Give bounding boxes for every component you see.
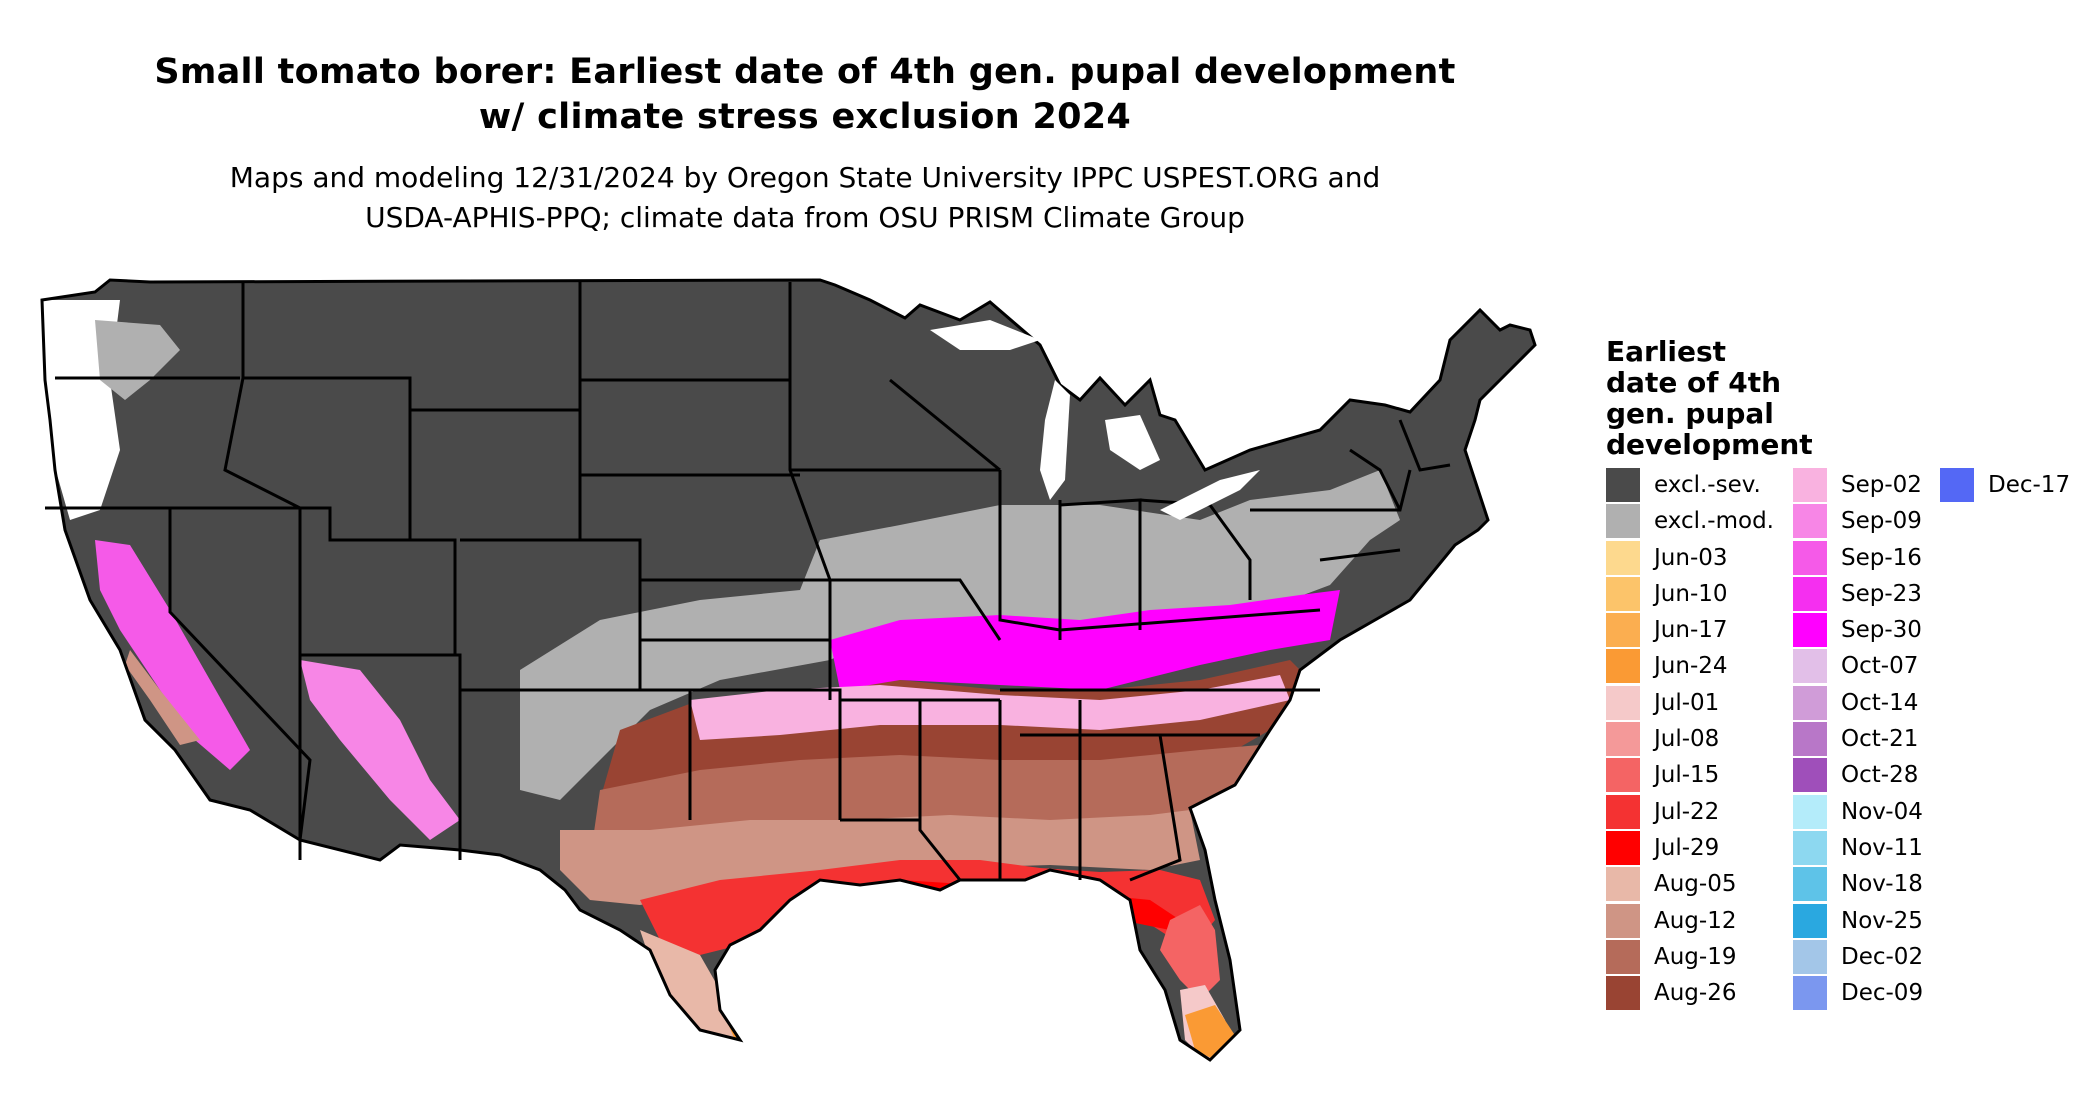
map-fill-layer bbox=[42, 280, 1535, 1060]
zone-aug-12-ca bbox=[125, 650, 200, 745]
great-lakes bbox=[930, 320, 1260, 520]
legend-swatch bbox=[1793, 540, 1827, 575]
legend-label: Jun-10 bbox=[1654, 580, 1728, 607]
lake-superior bbox=[930, 320, 1040, 350]
map-title: Small tomato borer: Earliest date of 4th… bbox=[40, 50, 1570, 140]
legend-swatch bbox=[1606, 867, 1640, 902]
legend-swatch bbox=[1606, 576, 1640, 611]
legend-label: excl.-sev. bbox=[1654, 472, 1761, 498]
legend-label: Jun-17 bbox=[1654, 617, 1728, 644]
zone-aug-05-tx bbox=[640, 930, 740, 1040]
legend-label: Oct-07 bbox=[1841, 653, 1919, 680]
legend-swatch bbox=[1606, 758, 1640, 793]
legend-label: Jul-29 bbox=[1654, 834, 1720, 861]
legend-swatch bbox=[1606, 540, 1640, 575]
legend-label: excl.-mod. bbox=[1654, 508, 1774, 535]
lake-huron bbox=[1105, 415, 1160, 470]
title-line-2: w/ climate stress exclusion 2024 bbox=[478, 97, 1132, 137]
legend-label: Nov-04 bbox=[1841, 798, 1923, 825]
map-subtitle: Maps and modeling 12/31/2024 by Oregon S… bbox=[40, 158, 1570, 238]
legend-label: Nov-25 bbox=[1841, 907, 1923, 934]
legend-label: Aug-12 bbox=[1654, 907, 1737, 934]
state-borders bbox=[40, 278, 1537, 1062]
legend-swatch bbox=[1793, 939, 1827, 974]
legend-swatch bbox=[1606, 722, 1640, 757]
legend-swatch bbox=[1606, 649, 1640, 684]
legend-title-line: gen. pupal bbox=[1606, 397, 1774, 430]
legend-label: Dec-02 bbox=[1841, 943, 1924, 970]
zone-excl-sev bbox=[42, 280, 1535, 1060]
zone-jul-15-fl bbox=[1160, 905, 1220, 1000]
legend-label: Nov-18 bbox=[1841, 871, 1923, 898]
legend-swatch bbox=[1606, 903, 1640, 938]
legend-label: Jun-03 bbox=[1654, 544, 1728, 571]
legend-swatch bbox=[1793, 685, 1827, 720]
legend-label: Jul-15 bbox=[1654, 762, 1720, 789]
legend-label: Sep-16 bbox=[1841, 544, 1922, 571]
legend-label: Sep-02 bbox=[1841, 472, 1922, 498]
zone-sep-16-ca bbox=[95, 540, 250, 770]
legend-label: Oct-14 bbox=[1841, 689, 1919, 716]
legend-swatch bbox=[1793, 976, 1827, 1011]
legend-label: Aug-26 bbox=[1654, 980, 1737, 1007]
legend-swatch bbox=[1793, 867, 1827, 902]
legend-label: Oct-21 bbox=[1841, 726, 1919, 753]
legend-title-line: Earliest bbox=[1606, 335, 1727, 368]
legend-swatch bbox=[1606, 504, 1640, 539]
legend-title: Earliest date of 4th gen. pupal developm… bbox=[1606, 336, 1813, 460]
legend-swatch bbox=[1793, 649, 1827, 684]
legend-label: Dec-09 bbox=[1841, 980, 1924, 1007]
subtitle-line-2: USDA-APHIS-PPQ; climate data from OSU PR… bbox=[365, 201, 1245, 234]
legend-title-line: development bbox=[1606, 428, 1813, 461]
legend-swatch bbox=[1606, 976, 1640, 1011]
legend-label: Sep-09 bbox=[1841, 508, 1922, 535]
lake-michigan bbox=[1040, 380, 1070, 500]
legend-label: Dec-17 bbox=[1988, 472, 2071, 498]
legend-label: Jul-08 bbox=[1654, 726, 1720, 753]
legend-label: Sep-23 bbox=[1841, 580, 1922, 607]
legend-label: Jul-22 bbox=[1654, 798, 1720, 825]
legend-swatch bbox=[1606, 794, 1640, 829]
legend-label: Aug-19 bbox=[1654, 943, 1737, 970]
legend-label: Aug-05 bbox=[1654, 871, 1737, 898]
legend-swatch bbox=[1606, 685, 1640, 720]
subtitle-line-1: Maps and modeling 12/31/2024 by Oregon S… bbox=[229, 161, 1381, 194]
legend-swatch bbox=[1793, 722, 1827, 757]
legend-swatch bbox=[1793, 794, 1827, 829]
legend-swatch bbox=[1793, 576, 1827, 611]
legend-swatch bbox=[1940, 468, 1974, 502]
legend-swatch bbox=[1793, 830, 1827, 865]
lake-erie bbox=[1160, 470, 1260, 520]
legend-swatch bbox=[1793, 613, 1827, 648]
legend-swatch bbox=[1793, 758, 1827, 793]
legend-label: Jul-01 bbox=[1654, 689, 1720, 716]
legend-swatch bbox=[1606, 939, 1640, 974]
legend-swatch bbox=[1793, 468, 1827, 502]
zone-coastal-white bbox=[42, 300, 120, 520]
legend-label: Oct-28 bbox=[1841, 762, 1919, 789]
legend-swatch bbox=[1793, 903, 1827, 938]
legend-swatch bbox=[1606, 468, 1640, 502]
zone-sep-09-sw bbox=[300, 660, 460, 840]
zone-pnw-mod bbox=[95, 320, 180, 400]
legend-title-line: date of 4th bbox=[1606, 366, 1782, 399]
legend-swatch bbox=[1606, 613, 1640, 648]
zone-excl-mod bbox=[520, 470, 1400, 800]
zone-sep-30 bbox=[830, 590, 1340, 690]
legend-swatch bbox=[1793, 504, 1827, 539]
legend-label: Sep-30 bbox=[1841, 617, 1922, 644]
legend-label: Nov-11 bbox=[1841, 834, 1923, 861]
legend-swatch bbox=[1606, 830, 1640, 865]
legend-label: Jun-24 bbox=[1654, 653, 1728, 680]
title-line-1: Small tomato borer: Earliest date of 4th… bbox=[154, 52, 1456, 92]
